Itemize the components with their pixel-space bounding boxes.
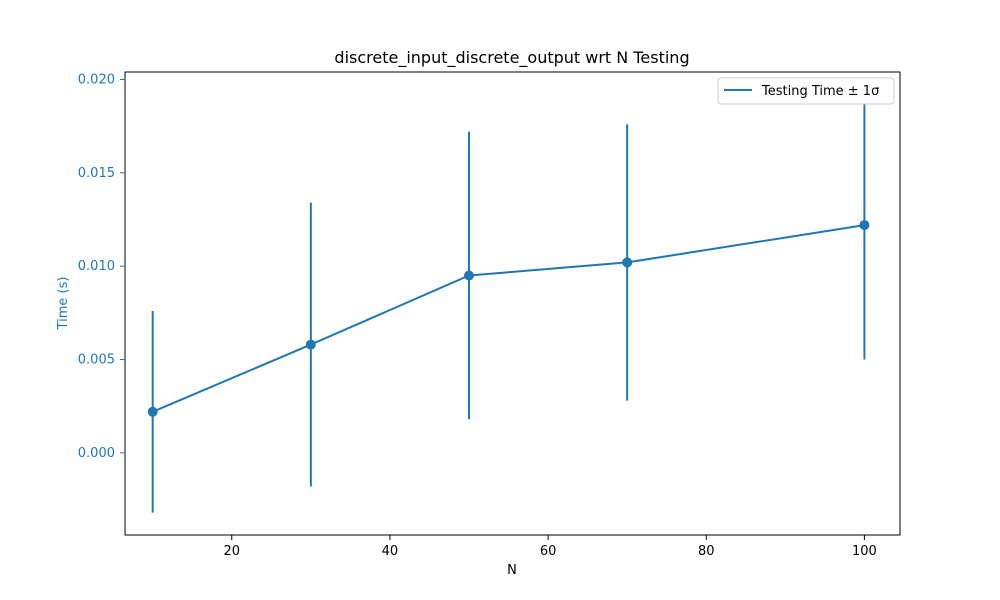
legend: Testing Time ± 1σ	[717, 77, 895, 105]
x-axis: 20 40 60 80 100	[223, 535, 877, 559]
chart-title: discrete_input_discrete_output wrt N Tes…	[334, 48, 689, 68]
plot-frame	[124, 71, 901, 536]
x-tick-label: 60	[540, 544, 557, 559]
y-tick-label: 0.015	[78, 166, 115, 181]
x-tick-label: 100	[852, 544, 877, 559]
y-tick-label: 0.005	[78, 353, 115, 368]
y-tick-label: 0.000	[78, 446, 115, 461]
plot-area	[124, 71, 901, 536]
legend-box	[717, 77, 895, 105]
data-point	[305, 339, 316, 350]
data-point	[147, 406, 158, 417]
y-axis: 0.000 0.005 0.010 0.015 0.020	[78, 72, 125, 461]
x-axis-label: N	[507, 563, 517, 578]
y-tick-label: 0.020	[78, 72, 115, 87]
data-point	[859, 220, 870, 231]
series-line	[152, 224, 865, 413]
x-tick-label: 20	[223, 544, 240, 559]
data-point	[622, 257, 633, 268]
series-layer	[147, 90, 870, 513]
data-point	[464, 270, 475, 281]
x-tick-label: 80	[698, 544, 715, 559]
y-axis-label: Time (s)	[56, 277, 71, 331]
y-tick-label: 0.010	[78, 259, 115, 274]
x-tick-label: 40	[382, 544, 399, 559]
legend-entry-label: Testing Time ± 1σ	[761, 84, 879, 99]
